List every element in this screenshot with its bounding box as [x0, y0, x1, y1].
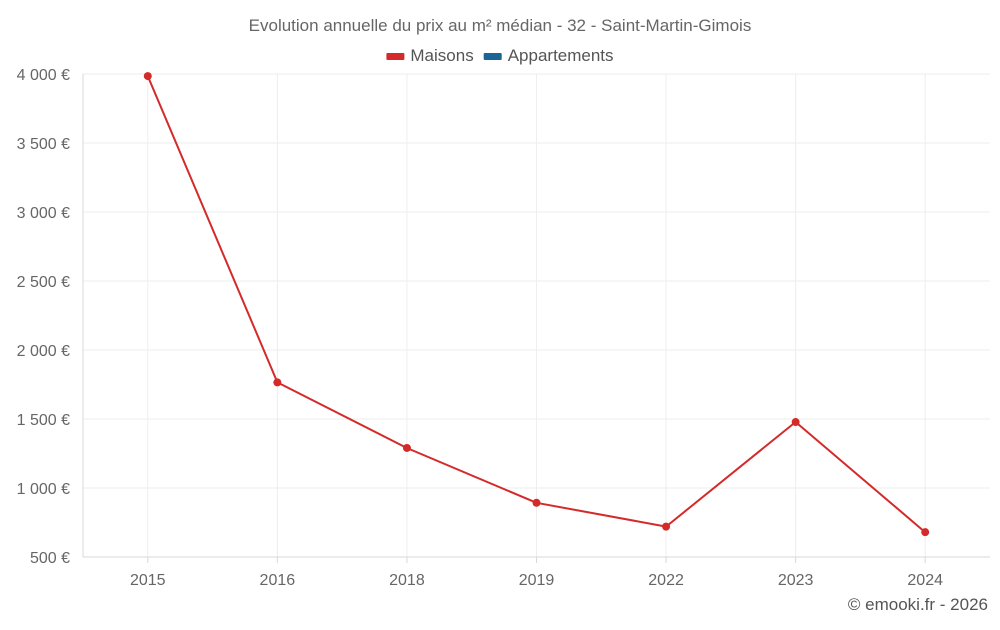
legend: Maisons Appartements [386, 46, 614, 65]
data-point[interactable] [921, 528, 930, 537]
legend-label: Appartements [508, 46, 614, 65]
data-point[interactable] [402, 443, 411, 452]
x-tick-label: 2022 [648, 572, 684, 589]
chart-title: Evolution annuelle du prix au m² médian … [249, 16, 752, 35]
y-tick-label: 3 500 € [17, 136, 70, 153]
credit-text: © emooki.fr - 2026 [848, 595, 988, 614]
y-tick-label: 1 500 € [17, 412, 70, 429]
data-point[interactable] [143, 72, 152, 81]
series-layer [143, 72, 930, 537]
legend-label: Maisons [410, 46, 473, 65]
legend-swatch [483, 53, 502, 60]
axes: 500 € 1 000 € 1 500 € 2 000 € 2 500 € 3 000 €… [17, 67, 990, 589]
data-point[interactable] [791, 418, 800, 427]
legend-swatch [386, 53, 405, 60]
data-point[interactable] [662, 522, 671, 531]
x-tick-label: 2016 [260, 572, 296, 589]
y-tick-label: 1 000 € [17, 481, 70, 498]
x-tick-label: 2023 [778, 572, 814, 589]
x-tick-label: 2019 [519, 572, 555, 589]
y-tick-label: 4 000 € [17, 67, 70, 84]
y-tick-label: 2 500 € [17, 274, 70, 291]
data-point[interactable] [532, 498, 541, 507]
grid [83, 73, 990, 557]
legend-item-maisons[interactable]: Maisons [386, 46, 474, 65]
x-tick-label: 2015 [130, 572, 166, 589]
y-tick-label: 2 000 € [17, 343, 70, 360]
x-tick-label: 2018 [389, 572, 425, 589]
data-point[interactable] [273, 378, 282, 387]
y-tick-label: 3 000 € [17, 205, 70, 222]
x-tick-label: 2024 [907, 572, 943, 589]
legend-item-appartements[interactable]: Appartements [483, 46, 614, 65]
y-tick-label: 500 € [30, 550, 70, 567]
